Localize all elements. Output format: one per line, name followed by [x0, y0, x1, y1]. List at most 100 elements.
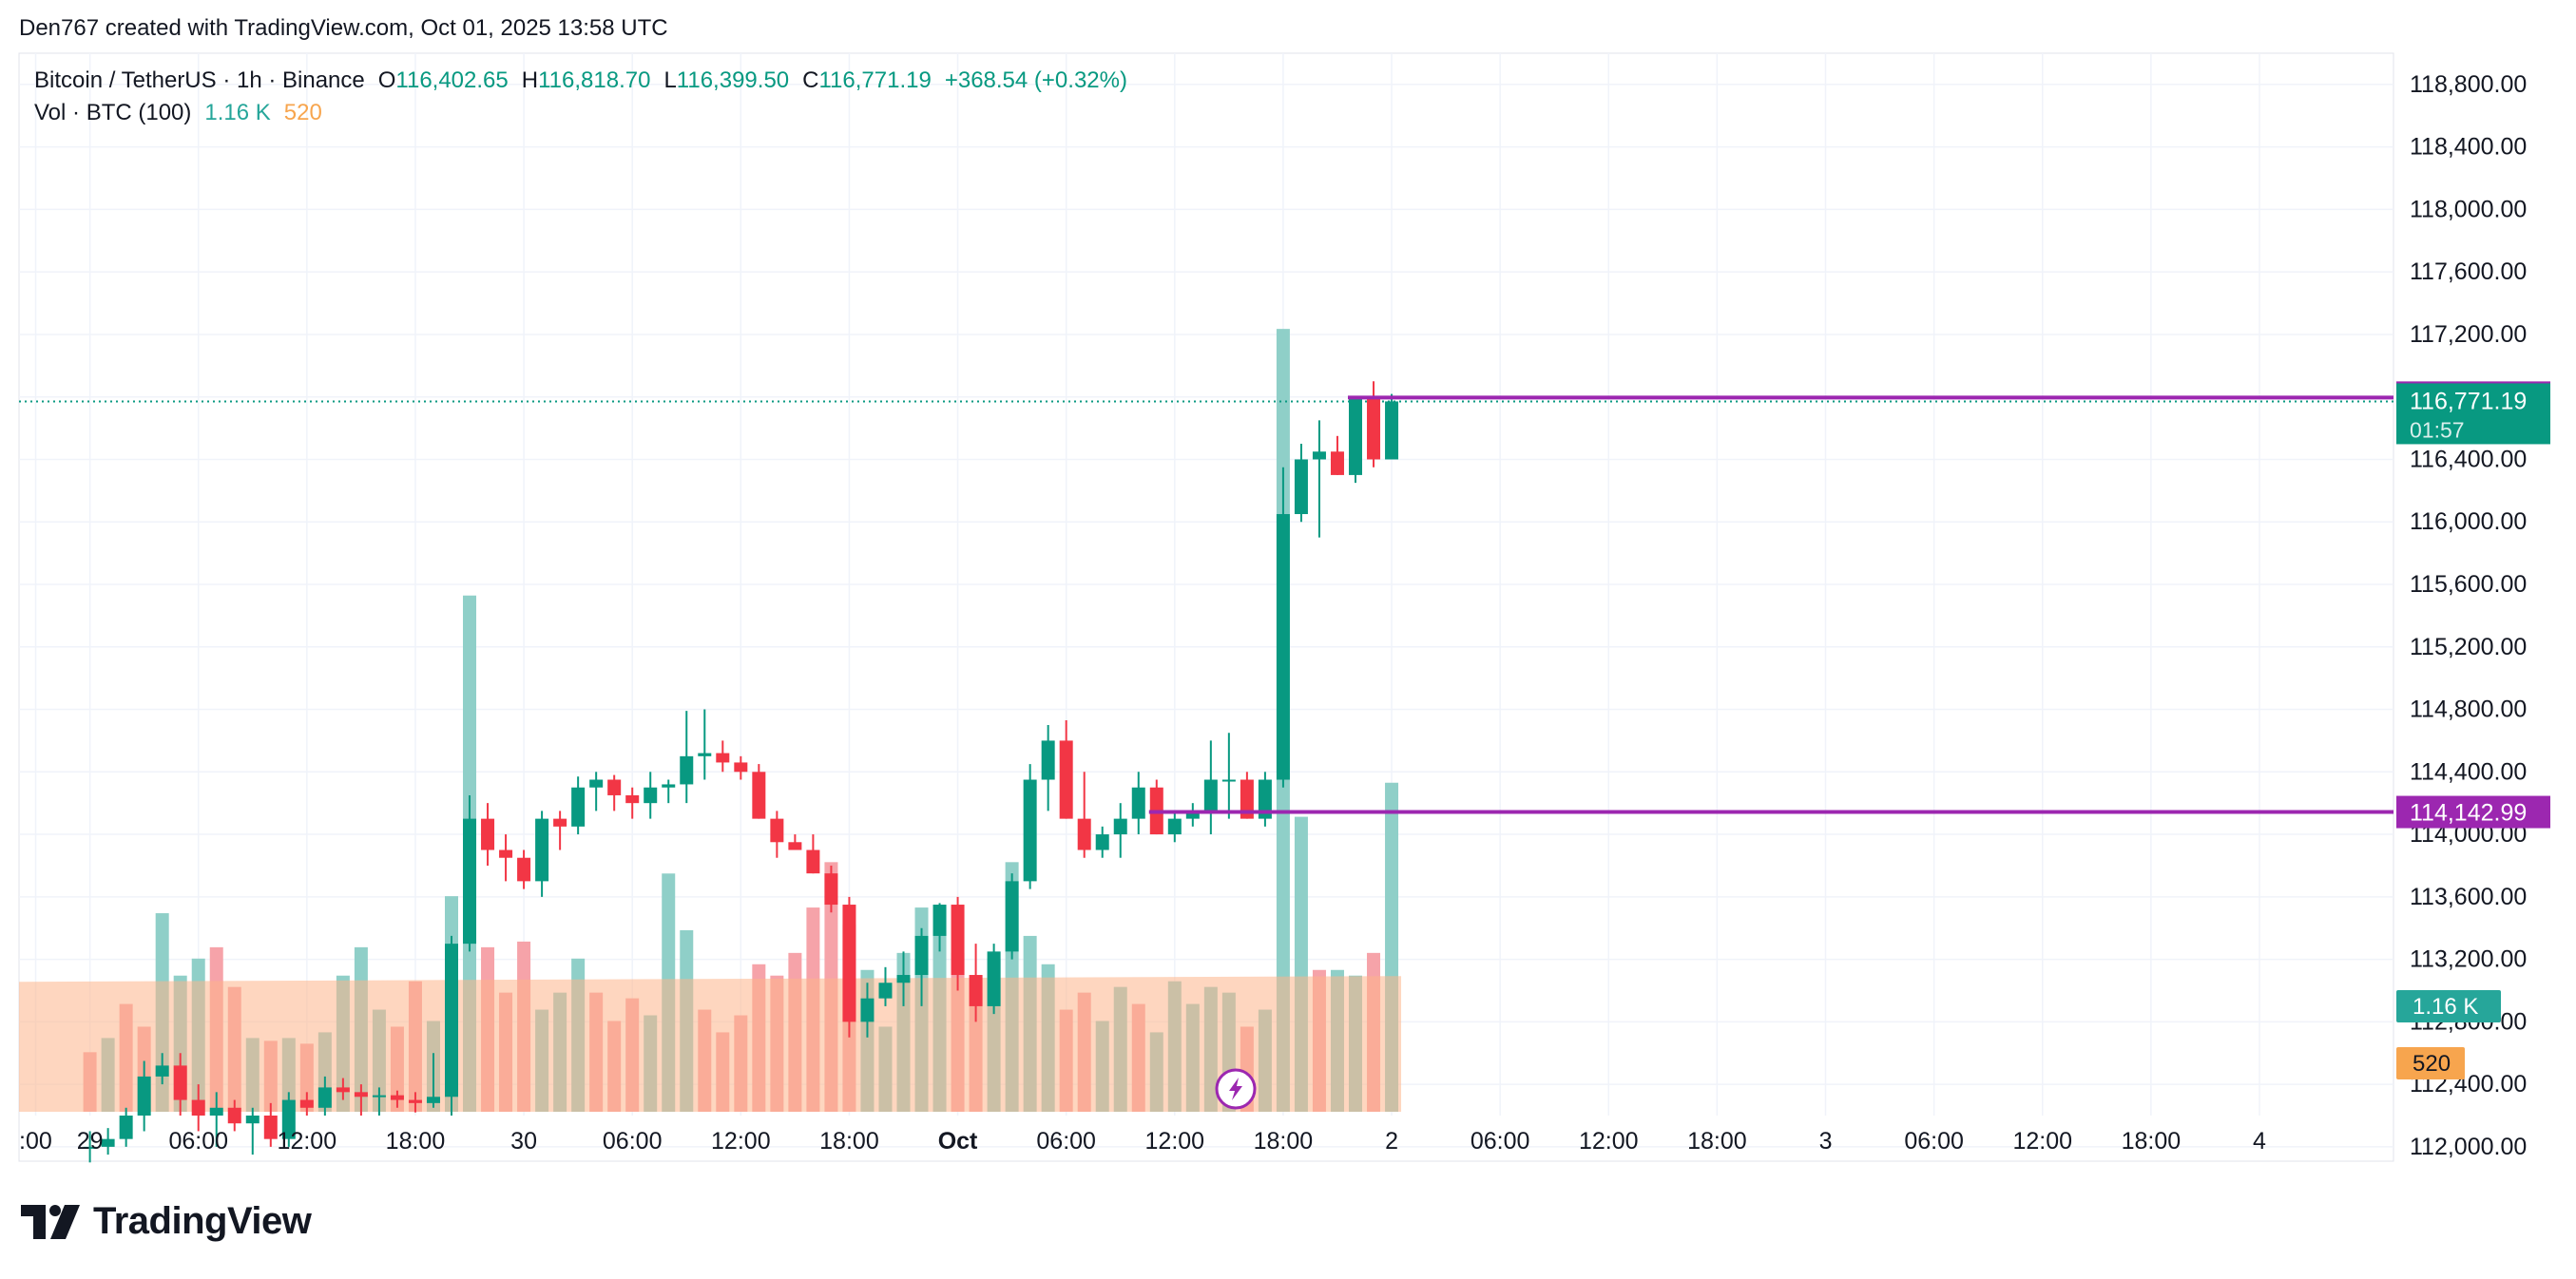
price-tick-label: 117,200.00 — [2410, 321, 2527, 348]
time-tick-label: 18:00 — [2122, 1128, 2182, 1155]
close-value: 116,771.19 — [818, 67, 932, 93]
tradingview-logo-text: TradingView — [93, 1200, 312, 1242]
candle-body — [517, 857, 531, 882]
high-value: 116,818.70 — [538, 67, 651, 93]
price-tick-label: 113,200.00 — [2410, 946, 2527, 973]
candle-body — [969, 975, 983, 1006]
volume-ma-value: 520 — [283, 100, 322, 125]
candle-body — [1185, 811, 1200, 819]
candle-body — [896, 975, 911, 983]
time-tick-label: 18:00 — [1687, 1128, 1747, 1155]
volume-legend: Vol · BTC (100) 1.16 K 520 — [34, 100, 322, 126]
open-value: 116,402.65 — [395, 67, 509, 93]
price-tick-label: 115,600.00 — [2410, 571, 2527, 598]
time-tick-label: 12:00 — [1579, 1128, 1639, 1155]
candle-body — [571, 787, 586, 827]
candle-body — [553, 818, 567, 827]
high-label: H — [521, 67, 539, 93]
price-tick-label: 112,000.00 — [2410, 1134, 2527, 1160]
candle-body — [1005, 881, 1019, 952]
event-icon-bolt — [1229, 1078, 1242, 1100]
candle-body — [806, 849, 820, 874]
candle-body — [426, 1097, 440, 1103]
candle-body — [83, 1146, 97, 1149]
level-price-tag: 114,142.99 — [2396, 795, 2550, 829]
candle-body — [1349, 396, 1362, 475]
tradingview-logo[interactable]: TradingView — [21, 1200, 312, 1243]
candle-body — [1385, 401, 1399, 460]
candle-body — [878, 983, 893, 999]
candle-body — [481, 818, 495, 850]
level-price-tag-text: 114,142.99 — [2410, 800, 2527, 827]
tradingview-logo-icon — [21, 1204, 80, 1239]
candle-body — [317, 1087, 332, 1108]
candle-body — [408, 1099, 422, 1103]
candle-body — [842, 905, 856, 1022]
candle-body — [299, 1099, 314, 1108]
candle-body — [1131, 787, 1145, 819]
candle-body — [625, 794, 640, 804]
candle-body — [914, 935, 929, 976]
volume-tag: 1.16 K — [2396, 990, 2501, 1022]
time-tick-label: 06:00 — [603, 1128, 663, 1155]
candle-body — [354, 1092, 368, 1098]
candle-body — [1059, 740, 1073, 819]
candle-body — [372, 1095, 386, 1098]
plot-frame — [18, 52, 2394, 1162]
candle-body — [1113, 818, 1127, 835]
symbol-legend: Bitcoin / TetherUS · 1h · Binance O116,40… — [34, 67, 1127, 94]
candle-body — [535, 818, 549, 882]
candle-body — [281, 1099, 296, 1139]
time-tick-label: 06:00 — [1904, 1128, 1964, 1155]
candle-body — [824, 873, 838, 906]
symbol-title[interactable]: Bitcoin / TetherUS · 1h · Binance — [34, 67, 365, 93]
volume-tag-bg — [2396, 990, 2501, 1022]
last-price-value: 116,771.19 — [2410, 388, 2527, 414]
time-tick-label: 06:00 — [1036, 1128, 1096, 1155]
candle-body — [752, 772, 766, 819]
time-tick-label: 06:00 — [168, 1128, 228, 1155]
candle-body — [1023, 779, 1037, 882]
candle-body — [734, 762, 748, 773]
price-tick-label: 118,400.00 — [2410, 134, 2527, 161]
candle-body — [191, 1099, 205, 1116]
time-tick-label: 12:00 — [711, 1128, 771, 1155]
candle-body — [860, 998, 875, 1022]
price-tick-label: 113,600.00 — [2410, 884, 2527, 910]
price-countdown: 01:57 — [2410, 417, 2465, 442]
candle-body — [716, 753, 730, 763]
price-change: +368.54 (+0.32%) — [944, 67, 1127, 93]
time-tick-label: 12:00 — [278, 1128, 337, 1155]
candle-body — [1167, 818, 1182, 835]
candle-body — [1367, 396, 1381, 460]
time-tick-label: 18:00 — [386, 1128, 446, 1155]
candle-body — [245, 1116, 260, 1124]
low-value: 116,399.50 — [676, 67, 790, 93]
candle-body — [644, 787, 658, 804]
open-label: O — [377, 67, 396, 93]
candle-body — [209, 1107, 223, 1116]
candle-body — [770, 818, 784, 843]
candle-body — [499, 849, 513, 858]
candle-body — [662, 784, 676, 788]
volume-tag-text: 1.16 K — [2413, 994, 2478, 1020]
time-tick-label: 2 — [1385, 1128, 1398, 1155]
candle-body — [1203, 779, 1218, 811]
candle-body — [390, 1095, 404, 1100]
candle-body — [1041, 740, 1055, 780]
volume-value: 1.16 K — [204, 100, 271, 125]
candle-body — [1294, 459, 1308, 515]
time-tick-label: 29 — [77, 1128, 104, 1155]
price-tick-label: 115,200.00 — [2410, 634, 2527, 660]
volume-ma-tag-bg — [2396, 1047, 2465, 1079]
candle-body — [1312, 451, 1326, 460]
price-tick-label: 117,600.00 — [2410, 258, 2527, 285]
price-tick-label: 116,000.00 — [2410, 508, 2527, 535]
time-tick-label: 30 — [510, 1128, 537, 1155]
volume-label[interactable]: Vol · BTC (100) — [34, 100, 192, 125]
candle-body — [987, 951, 1001, 1006]
price-tick-label: 116,400.00 — [2410, 446, 2527, 472]
event-lightning-icon[interactable] — [1215, 1068, 1257, 1110]
candle-body — [788, 842, 802, 850]
